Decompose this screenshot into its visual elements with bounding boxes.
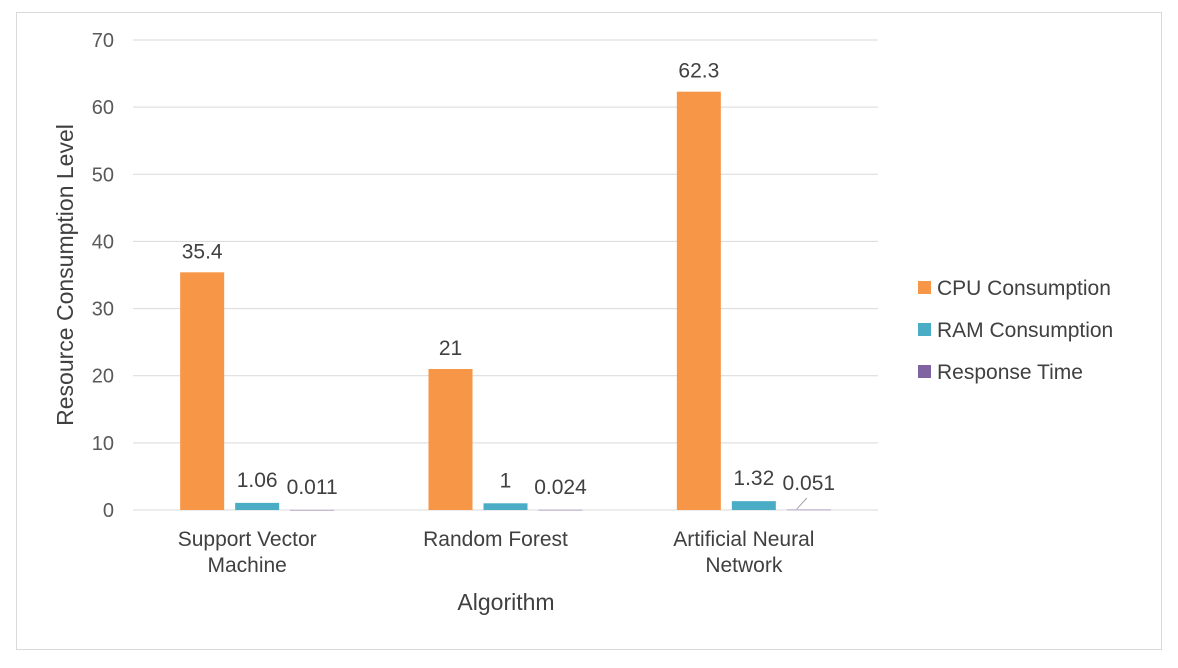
bar: [538, 509, 583, 511]
bar: [180, 272, 225, 510]
y-tick-label: 60: [92, 97, 114, 119]
data-label: 1.06: [237, 469, 278, 492]
bar: [731, 501, 776, 510]
y-axis-ticks: 0 10 20 30 40 50 60 70: [92, 30, 114, 522]
y-tick-label: 70: [92, 30, 114, 52]
legend-label: RAM Consumption: [937, 319, 1113, 342]
legend-label: CPU Consumption: [937, 277, 1111, 300]
x-category-label: Random Forest: [423, 528, 568, 551]
data-label: 1: [500, 469, 512, 492]
data-label: 0.024: [534, 476, 587, 499]
y-tick-label: 20: [92, 366, 114, 388]
bar: [428, 369, 473, 510]
data-label: 35.4: [182, 240, 223, 263]
legend-swatch: [918, 281, 931, 294]
x-category-label: Support Vector Machine: [178, 528, 317, 577]
data-label: 62.3: [678, 60, 719, 83]
legend-label: Response Time: [937, 361, 1083, 384]
x-category-label: Artificial Neural Network: [673, 528, 814, 577]
y-tick-label: 50: [92, 164, 114, 186]
data-labels: 35.4 1.06 0.011 21 1 0.024 62.3 1.32 0.051: [182, 60, 836, 510]
x-axis-categories: Support Vector Machine Random Forest Artifi…: [178, 528, 815, 577]
legend: CPU Consumption RAM Consumption Response T…: [918, 277, 1113, 384]
legend-swatch: [918, 323, 931, 336]
bar: [235, 502, 280, 510]
legend-swatch: [918, 365, 931, 378]
gridlines: [133, 39, 878, 511]
y-tick-label: 30: [92, 299, 114, 321]
bar: [483, 503, 528, 510]
y-tick-label: 40: [92, 231, 114, 253]
bar: [676, 91, 721, 510]
y-tick-label: 10: [92, 433, 114, 455]
leader-line: [796, 497, 808, 510]
bars: [180, 91, 831, 511]
data-label: 1.32: [733, 467, 774, 490]
data-label: 0.051: [783, 472, 836, 495]
y-tick-label: 0: [103, 500, 114, 522]
bar: [290, 509, 335, 511]
data-label: 21: [439, 337, 462, 360]
y-axis-title: Resource Consumption Level: [52, 124, 78, 426]
bar: [786, 509, 831, 511]
data-label: 0.011: [287, 476, 338, 499]
x-axis-title: Algorithm: [457, 589, 554, 615]
